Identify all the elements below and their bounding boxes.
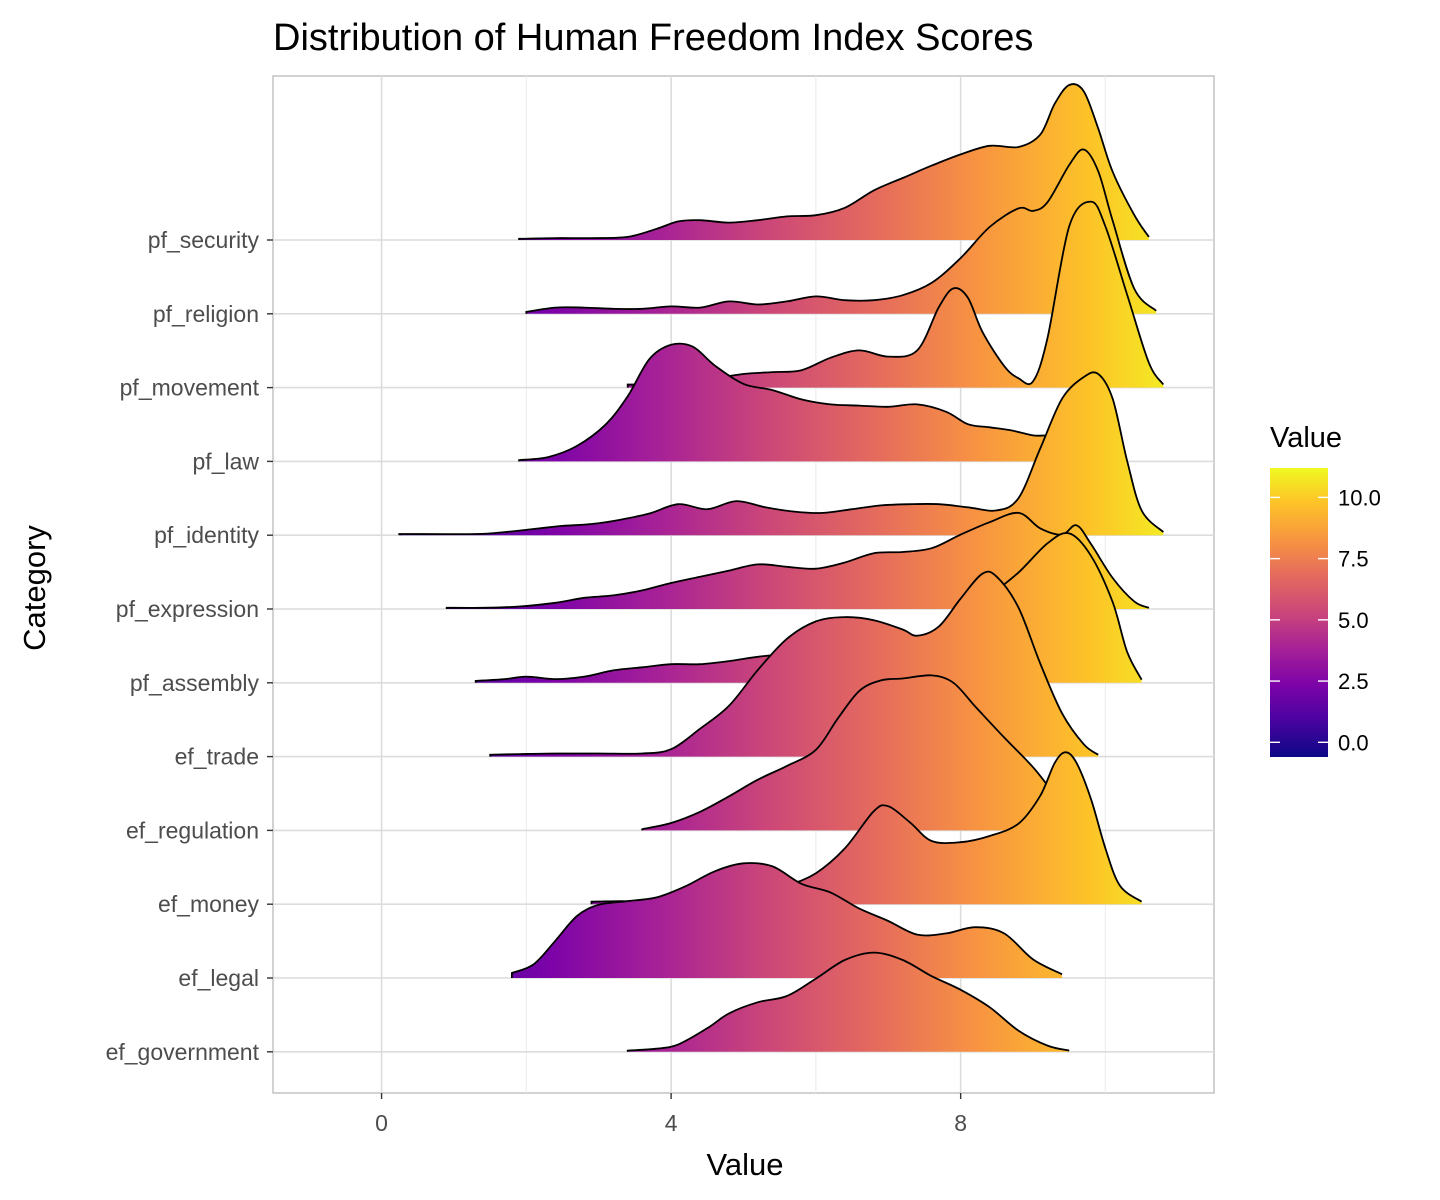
ridge-outline	[398, 371, 1164, 536]
legend-tick-label: 0.0	[1338, 730, 1369, 755]
ridge-pf_identity	[398, 371, 1164, 536]
ridge-pf_security	[518, 83, 1150, 240]
ridge-fill	[519, 343, 1099, 462]
y-tick-label-pf_expression: pf_expression	[116, 596, 259, 622]
ridge-ef_legal	[511, 862, 1063, 978]
y-tick-label-ef_money: ef_money	[158, 891, 260, 917]
x-tick-label: 0	[375, 1110, 388, 1136]
ridge-fill	[511, 862, 1062, 978]
y-tick-label-pf_movement: pf_movement	[120, 375, 260, 401]
chart-title: Distribution of Human Freedom Index Scor…	[273, 17, 1033, 59]
y-axis-ticks: ef_government ef_legal ef_money ef_regulati…	[106, 227, 273, 1065]
y-tick-label-ef_government: ef_government	[106, 1039, 260, 1065]
y-tick-label-pf_assembly: pf_assembly	[130, 670, 260, 696]
legend-tick-label: 2.5	[1338, 669, 1369, 694]
color-legend: Value 0.0 2.5 5.0 7.5 10.0	[1270, 422, 1381, 757]
y-tick-label-pf_law: pf_law	[193, 448, 260, 474]
ridge-fill	[398, 372, 1164, 536]
ridge-pf_movement	[626, 200, 1165, 388]
legend-title: Value	[1270, 422, 1342, 454]
x-axis-ticks: 0 4 8	[375, 1093, 967, 1136]
ridge-outline	[518, 342, 1099, 462]
ridges	[398, 83, 1165, 1052]
x-tick-label: 8	[954, 1110, 967, 1136]
y-tick-label-pf_identity: pf_identity	[154, 522, 259, 548]
ridge-outline	[518, 83, 1150, 240]
ridge-outline	[641, 674, 1099, 831]
legend-colorbar	[1270, 468, 1328, 757]
ridge-outline	[626, 951, 1070, 1052]
ridge-pf_religion	[525, 148, 1157, 314]
ridge-ef_government	[626, 951, 1070, 1052]
y-axis-title: Category	[17, 525, 52, 651]
ridge-fill	[627, 952, 1070, 1052]
y-tick-label-pf_religion: pf_religion	[153, 301, 259, 327]
ridge-ef_regulation	[641, 674, 1099, 831]
ridge-fill	[526, 149, 1157, 314]
ridge-outline	[489, 570, 1099, 757]
legend-tick-label: 5.0	[1338, 608, 1369, 633]
ridge-outline	[525, 148, 1157, 314]
ridge-fill	[642, 675, 1099, 831]
ridge-outline	[511, 862, 1063, 978]
y-tick-label-ef_regulation: ef_regulation	[126, 817, 259, 843]
ridge-outline	[445, 511, 1150, 609]
y-tick-label-ef_trade: ef_trade	[175, 744, 259, 770]
ridge-fill	[519, 84, 1149, 240]
x-tick-label: 4	[665, 1110, 678, 1136]
ridge-outline	[626, 200, 1165, 388]
legend-ticks: 0.0 2.5 5.0 7.5 10.0	[1270, 485, 1381, 755]
legend-tick-label: 7.5	[1338, 547, 1369, 572]
ridge-fill	[591, 752, 1142, 905]
legend-tick-label: 10.0	[1338, 485, 1381, 510]
y-tick-label-pf_security: pf_security	[148, 227, 260, 253]
x-axis-title: Value	[707, 1147, 784, 1182]
ridge-pf_law	[518, 342, 1099, 462]
y-tick-label-ef_legal: ef_legal	[178, 965, 259, 991]
